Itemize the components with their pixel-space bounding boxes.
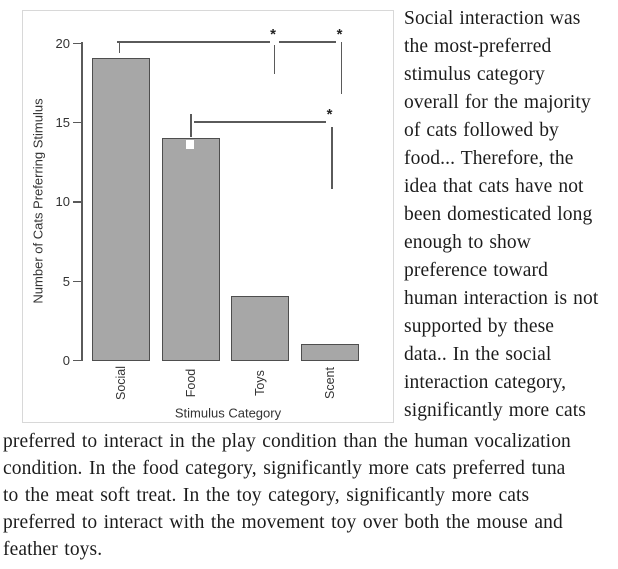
bar-food (161, 137, 220, 362)
text-line: food... Therefore, the (404, 148, 574, 169)
text-line: feather toys. (3, 539, 103, 560)
y-axis-tick (73, 280, 81, 283)
wrapped-text-column: Social interaction was the most-preferre… (404, 5, 617, 425)
sig-asterisk: * (336, 26, 343, 43)
y-tick-label: 15 (55, 114, 70, 130)
text-line: preferred to interact with the movement … (3, 512, 563, 533)
sig-bracket-food (194, 121, 326, 123)
text-line: overall for the majority (404, 92, 591, 113)
bar-toys (231, 296, 290, 362)
y-axis-line (81, 41, 83, 361)
y-axis-tick (73, 201, 81, 203)
y-tick-label: 0 (62, 352, 70, 368)
error-bar-food-notch (185, 139, 194, 149)
text-line: preferred to interact in the play condit… (3, 431, 571, 452)
sig-bracket-top (279, 41, 336, 43)
bar-scent (301, 344, 360, 362)
sig-asterisk: * (326, 106, 333, 123)
y-axis-tick (73, 121, 81, 124)
y-tick-label: 5 (62, 273, 70, 289)
text-line: stimulus category (404, 64, 545, 85)
text-line: the most-preferred (404, 36, 552, 57)
text-line: condition. In the food category, signifi… (3, 458, 566, 479)
text-line: Social interaction was (404, 8, 581, 29)
text-line: significantly more cats (404, 400, 586, 421)
bar-social (92, 58, 150, 362)
y-tick-label: 10 (55, 194, 70, 210)
error-bar-food (190, 114, 192, 137)
plot-area: Number of Cats Preferring Stimulus Stimu… (23, 11, 393, 422)
sig-bracket-drop (273, 45, 275, 74)
sig-asterisk: * (270, 26, 276, 43)
y-axis-tick (73, 42, 81, 44)
text-line: idea that cats have not (404, 176, 584, 197)
text-line: human interaction is not (404, 288, 599, 309)
text-line: interaction category, (404, 372, 567, 393)
x-tick-label-food: Food (183, 368, 198, 398)
bottom-paragraph: preferred to interact in the play condit… (3, 428, 617, 563)
sig-bracket-drop (331, 127, 333, 189)
x-tick-label-toys: Toys (253, 370, 268, 396)
text-line: preference toward (404, 260, 548, 281)
bar-chart-figure: Number of Cats Preferring Stimulus Stimu… (22, 10, 394, 423)
error-bar-social (118, 43, 120, 53)
sig-bracket-top (117, 41, 270, 43)
text-line: to the meat soft treat. In the toy categ… (3, 485, 530, 506)
y-axis-tick (73, 359, 81, 362)
x-axis-title: Stimulus Category (174, 405, 282, 421)
text-line: data.. In the social (404, 344, 552, 365)
x-tick-label-scent: Scent (323, 367, 338, 399)
sig-bracket-drop (340, 42, 342, 94)
x-tick-label-social: Social (114, 365, 128, 401)
text-line: of cats followed by (404, 120, 559, 141)
text-line: been domesticated long (404, 204, 593, 225)
text-line: enough to show (404, 232, 531, 253)
y-tick-label: 20 (55, 35, 70, 51)
text-line: supported by these (404, 316, 555, 337)
